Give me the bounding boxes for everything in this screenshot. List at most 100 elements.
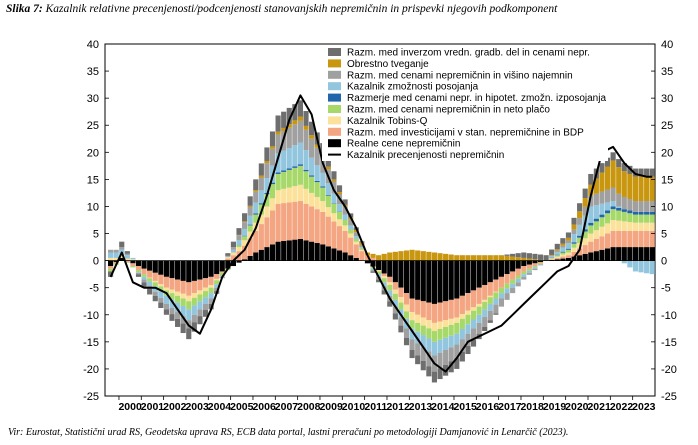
bar-segment-0-q18 — [208, 260, 214, 277]
bar-segment-6-q15 — [191, 314, 197, 323]
bar-segment-0-q80 — [554, 259, 560, 261]
bar-segment-5-q76 — [532, 267, 538, 269]
bar-segment-0-q4 — [130, 260, 136, 264]
bar-segment-2-q28 — [264, 206, 270, 218]
bar-segment-2-q97 — [649, 222, 655, 231]
x-tick-label: 2006 — [252, 401, 276, 413]
bar-segment-4-q95 — [638, 211, 644, 215]
bar-segment-3-q56 — [420, 325, 426, 336]
bar-segment-5-q44 — [353, 236, 359, 239]
bar-segment-8-q35 — [303, 111, 309, 126]
bar-segment-5-q18 — [208, 293, 214, 299]
bar-segment-8-q88 — [599, 163, 605, 173]
bar-segment-3-q17 — [202, 291, 209, 298]
bar-segment-5-q34 — [297, 142, 303, 165]
bar-segment-7-q68 — [487, 255, 493, 261]
bar-segment-6-q9 — [158, 297, 164, 303]
bar-segment-0-q32 — [286, 240, 292, 261]
y-tick-label-left: 0 — [93, 256, 99, 268]
bar-segment-7-q93 — [627, 173, 633, 200]
y-tick-label-right: 5 — [661, 229, 667, 241]
bar-segment-5-q30 — [275, 153, 281, 173]
bar-segment-7-q32 — [286, 124, 292, 128]
bar-segment-3-q55 — [415, 322, 421, 332]
bar-segment-0-q6 — [141, 260, 147, 269]
bar-segment-2-q93 — [627, 222, 633, 231]
bar-segment-3-q87 — [593, 221, 599, 231]
bar-segment-3-q0 — [108, 268, 114, 272]
x-tick-label: 2021 — [587, 401, 611, 413]
bar-segment-3-q19 — [214, 280, 220, 285]
bar-segment-6-q63 — [459, 339, 465, 352]
bar-segment-1-q58 — [431, 303, 438, 323]
bar-segment-0-q49 — [381, 260, 387, 274]
bar-segment-0-q13 — [180, 260, 186, 281]
bar-segment-3-q31 — [281, 171, 287, 189]
bar-segment-6-q34 — [297, 120, 303, 143]
bar-segment-3-q28 — [264, 194, 270, 207]
bar-segment-8-q3 — [124, 251, 130, 254]
bar-segment-6-q25 — [247, 207, 253, 216]
legend-swatch — [328, 116, 341, 125]
bar-segment-1-q63 — [459, 295, 465, 315]
bar-segment-1-q74 — [521, 266, 527, 272]
bar-segment-5-q13 — [180, 305, 186, 317]
bar-segment-7-q37 — [314, 144, 320, 148]
bar-segment-2-q8 — [152, 280, 158, 283]
bar-segment-8-q57 — [426, 366, 432, 377]
bar-segment-8-q67 — [482, 326, 488, 332]
bar-segment-8-q68 — [487, 320, 493, 323]
legend-swatch — [328, 48, 341, 56]
bar-segment-2-q68 — [487, 295, 493, 298]
bar-segment-5-q24 — [242, 228, 248, 236]
bar-segment-2-q41 — [336, 219, 343, 227]
bar-segment-6-q24 — [242, 222, 248, 229]
bar-segment-3-q52 — [398, 302, 404, 310]
bar-segment-6-q45 — [359, 245, 365, 248]
bar-segment-3-q59 — [437, 328, 443, 340]
bar-segment-1-q60 — [443, 301, 449, 321]
y-tick-label-right: 35 — [661, 66, 673, 78]
x-tick-label: 2016 — [476, 401, 500, 413]
y-tick-label-left: 25 — [87, 120, 99, 132]
bar-segment-5-q90 — [610, 201, 616, 207]
bar-segment-5-q68 — [487, 303, 493, 311]
bar-segment-8-q82 — [565, 232, 572, 238]
legend-label: Razm. med inverzom vredn. gradb. del in … — [347, 48, 590, 59]
bar-segment-1-q70 — [498, 276, 505, 288]
bar-segment-6-q54 — [409, 339, 415, 350]
legend-label: Kazalnik Tobins-Q — [347, 116, 428, 127]
bar-segment-2-q85 — [582, 238, 588, 246]
bar-segment-3-q70 — [498, 287, 505, 294]
bar-segment-1-q7 — [147, 270, 153, 278]
bar-segment-6-q85 — [582, 206, 588, 216]
y-tick-label-left: 35 — [87, 66, 99, 78]
bar-segment-6-q42 — [342, 206, 348, 215]
bar-segment-1-q35 — [303, 203, 309, 241]
y-tick-label-left: 30 — [87, 93, 99, 105]
bar-segment-0-q0 — [108, 260, 114, 267]
legend-swatch — [328, 139, 341, 148]
bar-segment-6-q33 — [292, 124, 298, 146]
bar-segment-2-q88 — [599, 226, 605, 237]
bar-segment-3-q40 — [331, 203, 337, 214]
bar-segment-8-q5 — [135, 274, 142, 277]
bar-segment-1-q39 — [325, 216, 331, 247]
bar-segment-5-q28 — [264, 178, 270, 193]
bar-segment-5-q43 — [348, 225, 354, 230]
bar-segment-7-q92 — [621, 171, 627, 197]
legend: Razm. med inverzom vredn. gradb. del in … — [322, 45, 608, 161]
bar-segment-5-q56 — [420, 335, 426, 348]
bar-segment-0-q73 — [515, 260, 521, 269]
bar-segment-1-q13 — [180, 280, 186, 294]
bar-segment-2-q56 — [420, 317, 426, 326]
y-tick-label-right: -25 — [661, 391, 677, 403]
bar-segment-2-q32 — [286, 187, 292, 203]
bar-segment-1-q82 — [565, 255, 572, 258]
bar-segment-7-q44 — [353, 230, 359, 233]
bar-segment-2-q21 — [225, 257, 231, 259]
bar-segment-8-q74 — [521, 252, 527, 258]
bar-segment-3-q97 — [649, 214, 655, 223]
legend-label: Obrestno tveganje — [347, 59, 429, 70]
bar-segment-7-q62 — [454, 255, 460, 261]
